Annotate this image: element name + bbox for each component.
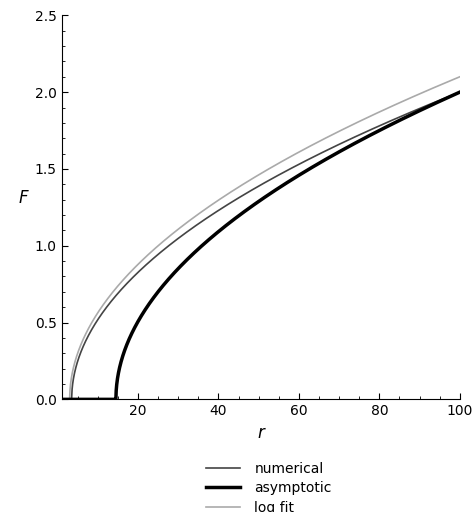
Y-axis label: F: F: [19, 189, 28, 207]
Legend: numerical, asymptotic, log fit: numerical, asymptotic, log fit: [200, 456, 337, 512]
X-axis label: r: r: [257, 424, 264, 442]
